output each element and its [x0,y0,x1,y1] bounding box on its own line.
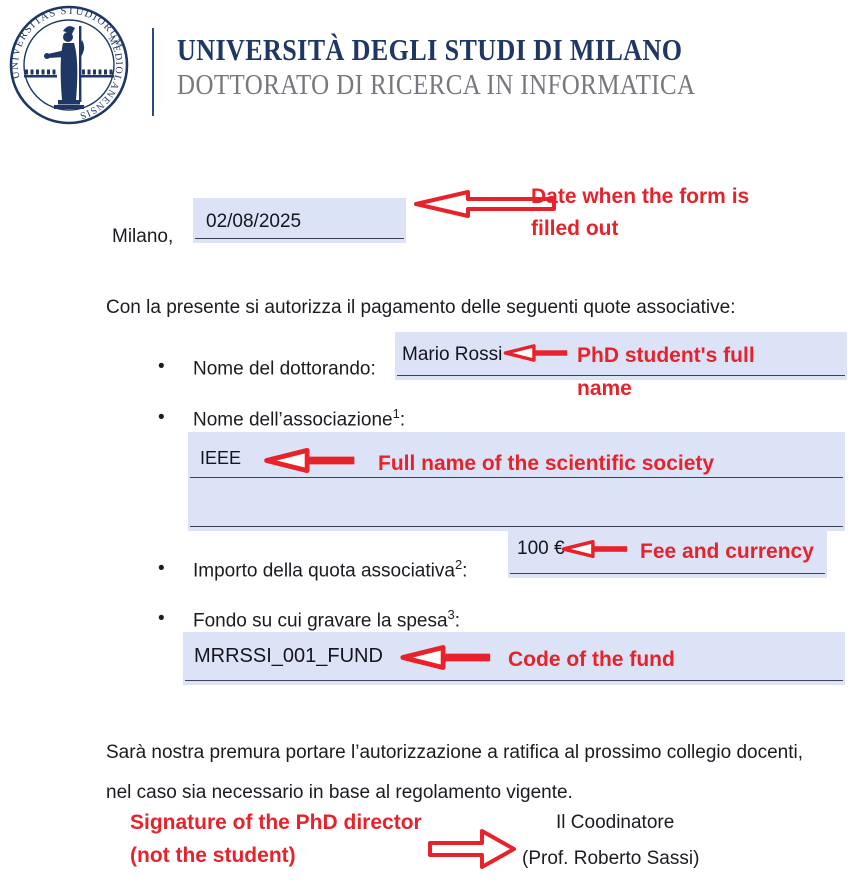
footnote-marker: 3 [447,607,455,622]
program-subtitle: DOTTORATO DI RICERCA IN INFORMATICA [177,69,696,101]
university-seal-logo: UNIVERSITAS STUDIORUM MEDIOLANENSIS [9,6,129,125]
label-text: Fondo su cui gravare la spesa [193,610,448,632]
date-field-underline [195,238,404,239]
header-divider [152,28,154,116]
association-label: Nome dell’associazione1: [193,406,405,431]
signature-name: (Prof. Roberto Sassi) [522,848,700,869]
label-colon: : [462,560,468,582]
fee-field[interactable]: 100 € [508,530,827,578]
label-text: Importo della quota associativa [193,560,455,582]
annotation-arrow-left-icon [561,539,628,559]
university-title: UNIVERSITÀ DEGLI STUDI DI MILANO [177,32,683,67]
fund-field[interactable]: MRRSSI_001_FUND [183,632,845,685]
fund-underline [185,680,843,681]
association-line-1 [190,477,843,478]
label-colon: : [370,358,376,380]
annotation-arrow-left-icon [414,190,556,218]
footnote-marker: 1 [392,406,400,421]
bullet-marker: • [158,407,165,428]
annotation-arrow-left-icon [503,344,568,362]
closing-paragraph: Sarà nostra premura portare l’autorizzaz… [106,742,804,803]
student-name-field[interactable]: Mario Rossi [395,332,847,380]
society-annotation: Full name of the scientific society [378,452,715,475]
date-annotation: Date when the form is filled out [531,185,750,240]
fund-annotation: Code of the fund [508,648,675,671]
bullet-marker: • [158,558,165,579]
city-label: Milano, [112,226,174,247]
annotation-arrow-left-icon [264,447,355,474]
label-text: Nome del dottorando [193,358,371,380]
label-text: Nome dell’associazione [193,409,393,431]
fund-value: MRRSSI_001_FUND [194,645,383,667]
fund-label: Fondo su cui gravare la spesa3: [193,607,460,632]
annotation-arrow-left-icon [400,645,491,670]
association-value: IEEE [200,448,242,468]
label-colon: : [399,409,406,431]
signature-annotation: Signature of the PhD director (not the s… [130,811,422,867]
fee-underline [510,573,825,574]
fee-annotation: Fee and currency [640,540,814,563]
association-field[interactable]: IEEE [188,432,845,531]
bullet-marker: • [158,356,165,377]
label-colon: : [454,610,461,632]
signature-role: Il Coodinatore [556,812,675,833]
bullet-marker: • [158,608,165,629]
intro-paragraph: Con la presente si autorizza il pagament… [106,297,736,318]
student-annotation: PhD student's full name [577,344,755,400]
student-name-label: Nome del dottorando: [193,355,376,380]
minerva-figure-icon [24,26,114,109]
student-name-underline [397,375,845,376]
date-field[interactable]: 02/08/2025 [193,198,406,243]
fee-value: 100 € [517,538,565,559]
date-field-value: 02/08/2025 [206,211,302,232]
annotation-arrow-right-icon [428,829,516,869]
footnote-marker: 2 [454,557,463,572]
fee-label: Importo della quota associativa2: [193,557,467,582]
student-name-value: Mario Rossi [402,344,503,365]
association-line-2 [190,526,843,527]
